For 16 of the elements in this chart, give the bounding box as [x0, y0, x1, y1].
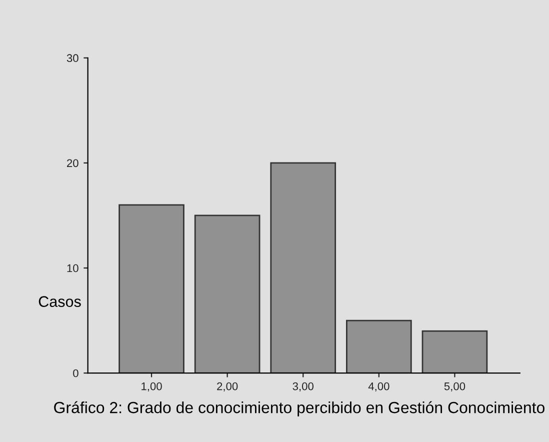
x-tick-label: 2,00 — [217, 382, 238, 392]
y-tick-label: 10 — [67, 264, 78, 272]
bar — [270, 162, 336, 374]
y-tick-label: 20 — [67, 159, 78, 168]
y-tick-label: 30 — [66, 54, 78, 62]
x-tick-label: 5,00 — [444, 382, 466, 392]
x-tick-label: 4,00 — [368, 382, 390, 392]
bar — [118, 204, 184, 374]
bar — [422, 330, 488, 374]
bar — [194, 214, 260, 374]
bar — [346, 320, 412, 374]
x-tick-label: 1,00 — [142, 382, 162, 392]
text: Gráfico 2: Grado de conocimiento percibido en Gestión Conocimiento — [54, 401, 544, 416]
x-tick-label: 3,00 — [292, 382, 314, 392]
y-axis-title: Casos — [38, 296, 81, 307]
y-tick-label: 0 — [73, 369, 78, 378]
